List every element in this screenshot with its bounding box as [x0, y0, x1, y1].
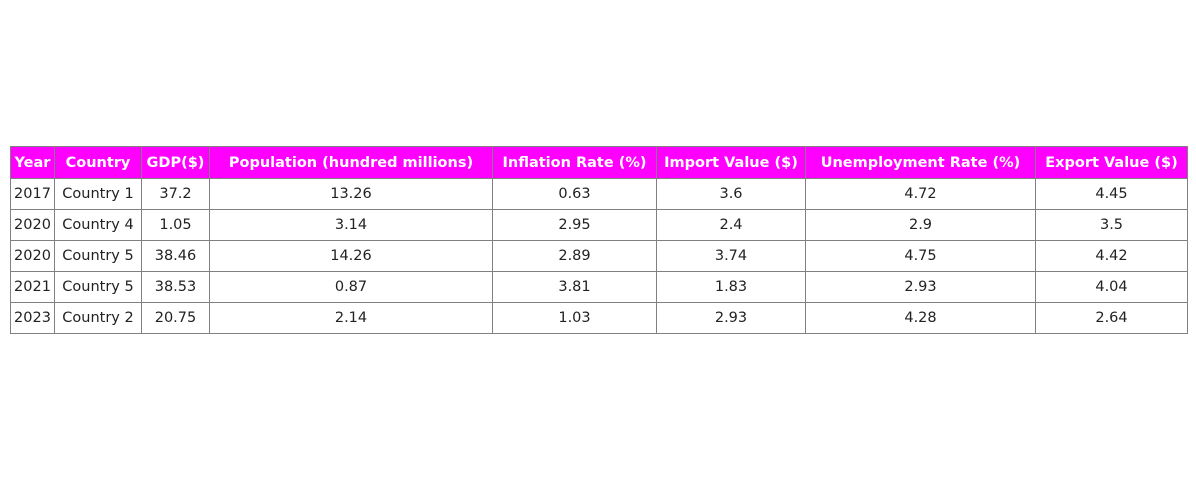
- table-cell: 2.9: [805, 209, 1036, 241]
- table-cell: 37.2: [141, 178, 210, 210]
- table-cell: 2020: [10, 209, 55, 241]
- data-table-container: Year Country GDP($) Population (hundred mil…: [10, 146, 1188, 334]
- column-header: GDP($): [141, 146, 210, 179]
- table-cell: 2020: [10, 240, 55, 272]
- column-header: Export Value ($): [1035, 146, 1188, 179]
- table-cell: 2.93: [656, 302, 806, 334]
- table-cell: 4.42: [1035, 240, 1188, 272]
- table-cell: 4.28: [805, 302, 1036, 334]
- table-cell: 2017: [10, 178, 55, 210]
- table-cell: 13.26: [209, 178, 493, 210]
- table-row: 2020 Country 5 38.46 14.26 2.89 3.74 4.75 4.42: [10, 240, 1188, 272]
- table-cell: Country 5: [54, 271, 142, 303]
- table-body: 2017 Country 1 37.2 13.26 0.63 3.6 4.72 4.45 202…: [10, 178, 1188, 334]
- table-cell: 4.75: [805, 240, 1036, 272]
- table-cell: 3.6: [656, 178, 806, 210]
- table-row: 2017 Country 1 37.2 13.26 0.63 3.6 4.72 4.45: [10, 178, 1188, 210]
- table-row: 2023 Country 2 20.75 2.14 1.03 2.93 4.28 2.64: [10, 302, 1188, 334]
- table-cell: 0.87: [209, 271, 493, 303]
- table-cell: 1.83: [656, 271, 806, 303]
- column-header: Import Value ($): [656, 146, 806, 179]
- table-row: 2020 Country 4 1.05 3.14 2.95 2.4 2.9 3.5: [10, 209, 1188, 241]
- table-cell: 38.53: [141, 271, 210, 303]
- column-header: Year: [10, 146, 55, 179]
- table-row: 2021 Country 5 38.53 0.87 3.81 1.83 2.93 4.04: [10, 271, 1188, 303]
- table-cell: 4.72: [805, 178, 1036, 210]
- table-cell: 2021: [10, 271, 55, 303]
- table-cell: 2.14: [209, 302, 493, 334]
- table-cell: 38.46: [141, 240, 210, 272]
- table-cell: Country 4: [54, 209, 142, 241]
- table-cell: 14.26: [209, 240, 493, 272]
- table-cell: 1.05: [141, 209, 210, 241]
- table-cell: 3.14: [209, 209, 493, 241]
- table-cell: 0.63: [492, 178, 657, 210]
- column-header: Inflation Rate (%): [492, 146, 657, 179]
- table-cell: 3.74: [656, 240, 806, 272]
- table-cell: 2.95: [492, 209, 657, 241]
- data-table: Year Country GDP($) Population (hundred mil…: [10, 146, 1188, 334]
- table-cell: 2.89: [492, 240, 657, 272]
- table-cell: Country 2: [54, 302, 142, 334]
- table-cell: 1.03: [492, 302, 657, 334]
- table-cell: Country 1: [54, 178, 142, 210]
- table-cell: 2.93: [805, 271, 1036, 303]
- table-cell: 3.81: [492, 271, 657, 303]
- table-cell: 2.4: [656, 209, 806, 241]
- column-header: Population (hundred millions): [209, 146, 493, 179]
- column-header: Unemployment Rate (%): [805, 146, 1036, 179]
- table-header-row: Year Country GDP($) Population (hundred mil…: [10, 146, 1188, 179]
- table-cell: 4.45: [1035, 178, 1188, 210]
- table-cell: 3.5: [1035, 209, 1188, 241]
- table-cell: Country 5: [54, 240, 142, 272]
- column-header: Country: [54, 146, 142, 179]
- table-cell: 20.75: [141, 302, 210, 334]
- table-cell: 4.04: [1035, 271, 1188, 303]
- table-cell: 2023: [10, 302, 55, 334]
- table-cell: 2.64: [1035, 302, 1188, 334]
